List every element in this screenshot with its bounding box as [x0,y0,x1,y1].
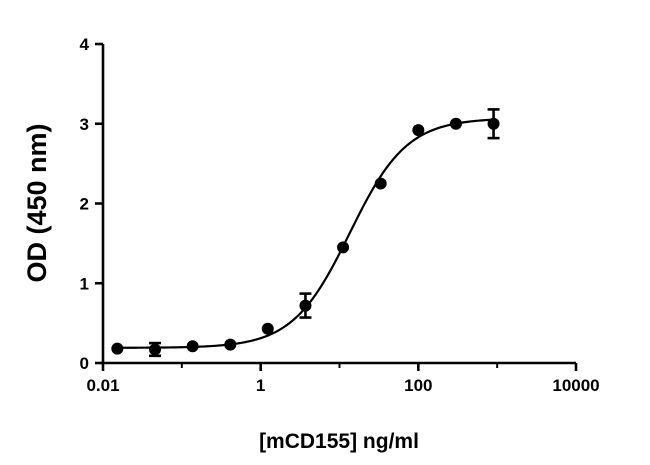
y-axis-title: OD (450 nm) [22,123,52,282]
x-tick-label-3: 10000 [552,376,599,395]
x-axis-title: [mCD155] ng/ml [259,430,419,453]
data-point-3 [224,338,237,351]
x-tick-label-2: 100 [404,376,432,395]
y-tick-label-0: 0 [80,354,89,373]
x-tick-label-1: 1 [256,376,265,395]
data-point-4 [261,322,274,335]
data-point-8 [412,124,425,137]
data-point-7 [374,177,387,190]
x-axis-ticks: 0.01 1 100 10000 [86,363,600,395]
data-point-2 [186,340,199,353]
data-point-1 [149,343,162,356]
y-tick-label-2: 2 [80,195,89,214]
data-point-9 [449,117,462,130]
y-tick-label-4: 4 [80,35,90,54]
y-tick-label-1: 1 [80,274,89,293]
data-point-6 [337,241,350,254]
x-tick-label-0: 0.01 [86,376,119,395]
data-points [111,108,500,358]
data-point-10 [487,117,500,130]
y-axis-ticks: 0 1 2 3 4 [80,35,103,373]
data-point-0 [111,342,124,355]
y-tick-label-3: 3 [80,115,89,134]
data-point-5 [299,299,312,312]
